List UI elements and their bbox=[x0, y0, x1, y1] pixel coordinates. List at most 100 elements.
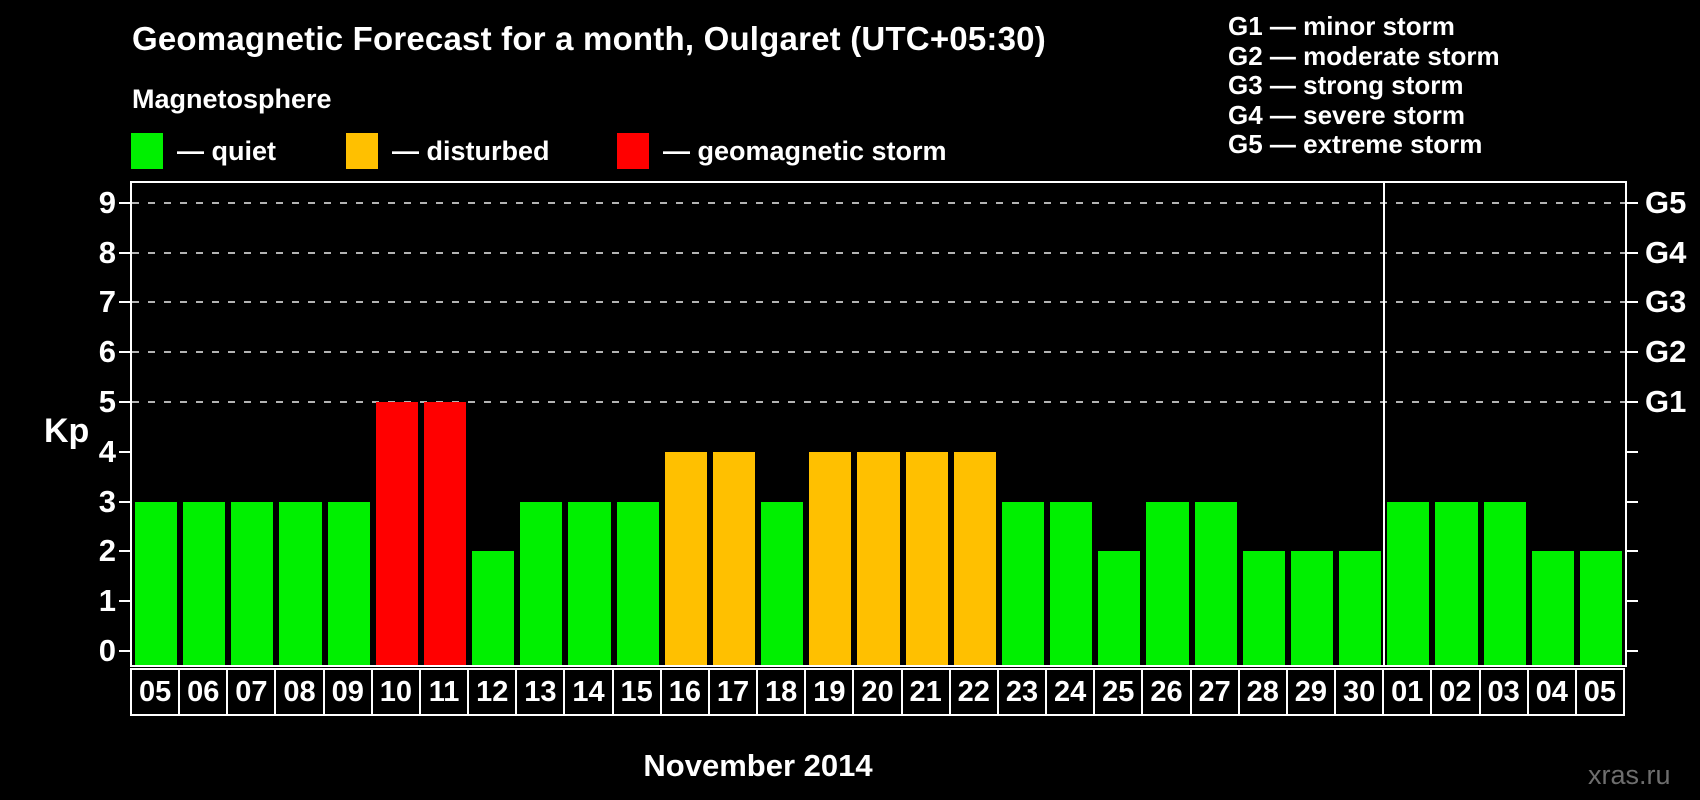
day-label-cell: 20 bbox=[852, 668, 903, 716]
y-tick-right bbox=[1625, 301, 1638, 304]
g-scale-axis-label: G3 bbox=[1645, 284, 1687, 320]
day-label-cell: 05 bbox=[130, 668, 181, 716]
storm-scale-line-g4: G4 — severe storm bbox=[1228, 99, 1466, 130]
day-label-cell: 14 bbox=[563, 668, 614, 716]
y-tick-label: 3 bbox=[98, 483, 116, 519]
gridline-kp-9 bbox=[132, 201, 1625, 204]
legend-label: — quiet bbox=[177, 136, 276, 166]
day-label-cell: 18 bbox=[756, 668, 807, 716]
kp-bar bbox=[712, 451, 756, 665]
kp-bar bbox=[183, 501, 226, 665]
gridline-kp-8 bbox=[132, 251, 1625, 254]
day-label-cell: 04 bbox=[1526, 668, 1577, 716]
kp-bar bbox=[1387, 501, 1430, 665]
y-tick-left bbox=[119, 251, 132, 254]
legend-label: — geomagnetic storm bbox=[663, 136, 947, 166]
plot-frame bbox=[130, 181, 1627, 667]
gridline-kp-6 bbox=[132, 351, 1625, 354]
kp-bar bbox=[472, 551, 515, 665]
y-tick-left bbox=[119, 600, 132, 603]
kp-bar bbox=[1098, 551, 1141, 665]
y-tick-right bbox=[1625, 500, 1638, 503]
chart-title: Geomagnetic Forecast for a month, Oulgar… bbox=[132, 20, 1046, 57]
y-tick-label: 6 bbox=[98, 334, 116, 370]
storm-scale-line-g3: G3 — strong storm bbox=[1228, 70, 1464, 100]
kp-bar bbox=[953, 451, 996, 665]
storm-scale-line-g1: G1 — minor storm bbox=[1228, 11, 1455, 41]
day-label-cell: 24 bbox=[1045, 668, 1096, 716]
kp-axis-title: Kp bbox=[44, 412, 90, 450]
kp-bar bbox=[327, 501, 370, 665]
y-tick-right bbox=[1625, 450, 1638, 453]
day-label-cell: 16 bbox=[659, 668, 710, 716]
kp-bar bbox=[616, 501, 659, 665]
day-label-cell: 22 bbox=[948, 668, 999, 716]
kp-bar bbox=[1579, 551, 1622, 665]
y-tick-label: 2 bbox=[98, 533, 116, 569]
y-tick-right bbox=[1625, 650, 1638, 652]
month-separator-line bbox=[1383, 183, 1386, 665]
day-label-cell: 06 bbox=[178, 668, 229, 716]
kp-bar bbox=[231, 501, 274, 665]
kp-bar bbox=[135, 501, 178, 665]
storm-scale-legend: G1 — minor storm G2 — moderate storm G3 … bbox=[1228, 11, 1500, 160]
y-tick-right bbox=[1625, 550, 1638, 553]
y-tick-right bbox=[1625, 401, 1638, 403]
kp-bar bbox=[1001, 501, 1045, 665]
kp-bar bbox=[1483, 501, 1526, 665]
day-label-cell: 26 bbox=[1141, 668, 1192, 716]
y-tick-right bbox=[1625, 251, 1638, 254]
kp-bar bbox=[1242, 551, 1285, 665]
day-label-cell: 08 bbox=[274, 668, 325, 716]
y-tick-label: 8 bbox=[98, 234, 116, 270]
day-label-cell: 07 bbox=[226, 668, 277, 716]
y-tick-right bbox=[1625, 600, 1638, 603]
day-label-cell: 09 bbox=[322, 668, 373, 716]
y-tick-left bbox=[119, 500, 132, 503]
day-label-cell: 01 bbox=[1382, 668, 1433, 716]
day-label-cell: 03 bbox=[1478, 668, 1529, 716]
kp-bar bbox=[857, 451, 900, 665]
y-tick-left bbox=[119, 550, 132, 553]
kp-bar bbox=[761, 501, 804, 665]
watermark-xras-ru: xras.ru bbox=[1588, 760, 1671, 790]
day-label-cell: 28 bbox=[1237, 668, 1288, 716]
kp-bar bbox=[1146, 501, 1189, 665]
kp-bar bbox=[1531, 551, 1574, 665]
y-tick-label: 0 bbox=[98, 633, 116, 668]
kp-bar bbox=[1339, 551, 1382, 665]
day-label-cell: 15 bbox=[611, 668, 662, 716]
day-label-cell: 23 bbox=[996, 668, 1048, 716]
y-tick-left bbox=[119, 650, 132, 652]
y-tick-right bbox=[1625, 201, 1638, 204]
kp-bar bbox=[1290, 551, 1334, 665]
quiet-color-swatch bbox=[131, 133, 163, 169]
g-scale-axis-label: G4 bbox=[1645, 234, 1687, 270]
day-label-cell: 05 bbox=[1574, 668, 1625, 716]
kp-bar bbox=[423, 402, 467, 665]
y-tick-left bbox=[119, 450, 132, 453]
day-label-cell: 19 bbox=[804, 668, 855, 716]
kp-bar bbox=[375, 402, 418, 665]
day-label-cell: 25 bbox=[1093, 668, 1144, 716]
day-label-cell: 13 bbox=[515, 668, 566, 716]
storm-color-swatch bbox=[617, 133, 649, 169]
kp-bar bbox=[664, 451, 707, 665]
legend-heading: Magnetosphere bbox=[132, 84, 332, 114]
kp-bar bbox=[1194, 501, 1237, 665]
day-label-cell: 27 bbox=[1189, 668, 1240, 716]
day-label-cell: 29 bbox=[1285, 668, 1337, 716]
kp-bar bbox=[905, 451, 948, 665]
y-tick-right bbox=[1625, 351, 1638, 354]
y-tick-left bbox=[119, 301, 132, 304]
y-tick-left bbox=[119, 351, 132, 354]
y-tick-label: 4 bbox=[98, 433, 116, 469]
day-label-cell: 11 bbox=[418, 668, 470, 716]
y-tick-label: 1 bbox=[98, 583, 116, 619]
kp-bar bbox=[1435, 501, 1478, 665]
y-tick-left bbox=[119, 201, 132, 204]
y-tick-label: 5 bbox=[98, 384, 116, 419]
y-tick-label: 7 bbox=[98, 284, 116, 320]
day-label-cell: 21 bbox=[900, 668, 951, 716]
